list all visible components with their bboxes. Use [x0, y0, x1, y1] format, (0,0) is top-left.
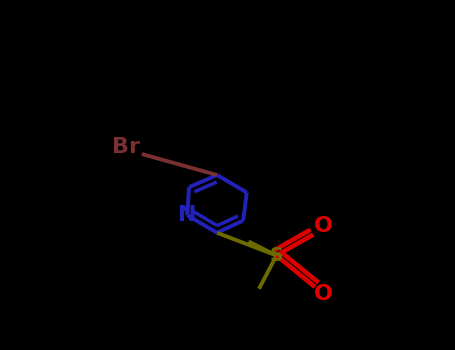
Text: S: S: [270, 246, 283, 265]
Text: O: O: [314, 284, 333, 304]
Text: N: N: [178, 205, 197, 225]
Text: Br: Br: [112, 137, 140, 157]
Text: O: O: [314, 216, 333, 236]
